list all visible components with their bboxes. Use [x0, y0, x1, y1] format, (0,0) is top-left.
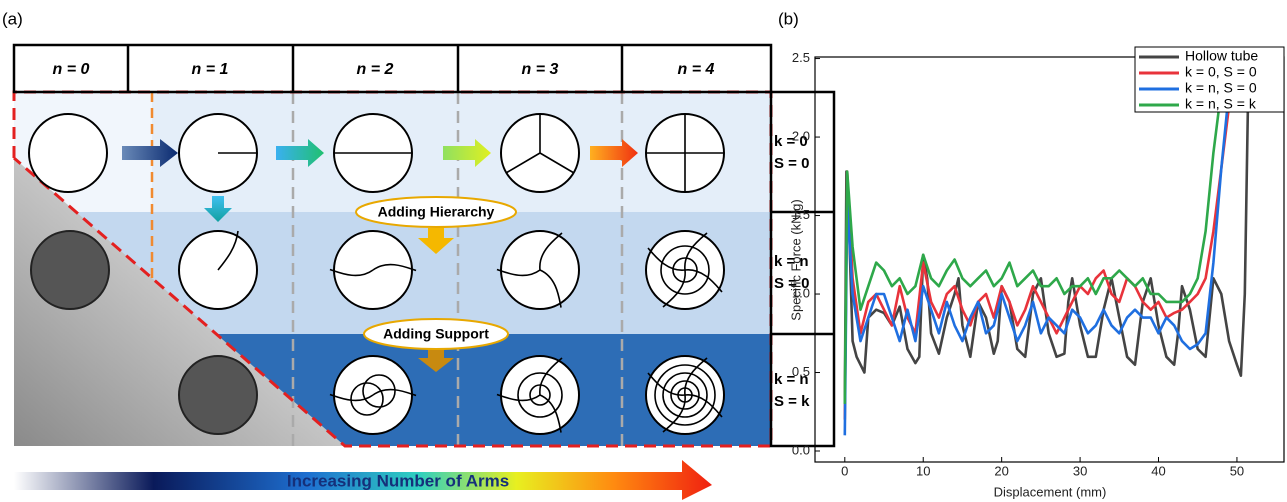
x-tick-label: 20 [994, 463, 1008, 478]
legend-label: k = n, S = 0 [1185, 80, 1257, 96]
column-header: n = 3 [522, 61, 559, 78]
y-tick-label: 0.5 [792, 364, 810, 379]
y-tick-label: 1.5 [792, 207, 810, 222]
panel-label: (a) [2, 9, 23, 28]
x-tick-label: 40 [1151, 463, 1165, 478]
column-header: n = 4 [678, 61, 715, 78]
y-tick-label: 2.5 [792, 50, 810, 65]
figure: (a) (b) n = 0 n = 1 n = 2 n = 3 n = 4 k … [0, 0, 1287, 502]
legend-label: k = 0, S = 0 [1185, 64, 1257, 80]
column-header: n = 2 [357, 61, 394, 78]
series-line [845, 59, 1237, 436]
column-header: n = 0 [53, 61, 90, 78]
legend-label: k = n, S = k [1185, 96, 1257, 112]
chart: Specific Force (kN/g) Displacement (mm) … [788, 47, 1284, 499]
step-label: Adding Support [383, 326, 489, 342]
x-tick-label: 0 [841, 463, 848, 478]
step-label: Adding Hierarchy [378, 204, 495, 220]
x-tick-label: 30 [1073, 463, 1087, 478]
panel-label: (b) [778, 9, 799, 28]
arrow-label: Increasing Number of Arms [287, 471, 509, 490]
series-line [845, 59, 1237, 420]
plot-lines [845, 59, 1249, 436]
y-tick-label: 0.0 [792, 442, 810, 457]
y-tick-label: 2.0 [792, 128, 810, 143]
row-label: S = k [774, 393, 810, 410]
row-label: S = 0 [774, 155, 809, 172]
y-tick-label: 1.0 [792, 285, 810, 300]
x-tick-label: 10 [916, 463, 930, 478]
x-axis-label: Displacement (mm) [994, 484, 1107, 499]
x-tick-label: 50 [1230, 463, 1244, 478]
column-header: n = 1 [192, 61, 229, 78]
legend-label: Hollow tube [1185, 48, 1258, 64]
